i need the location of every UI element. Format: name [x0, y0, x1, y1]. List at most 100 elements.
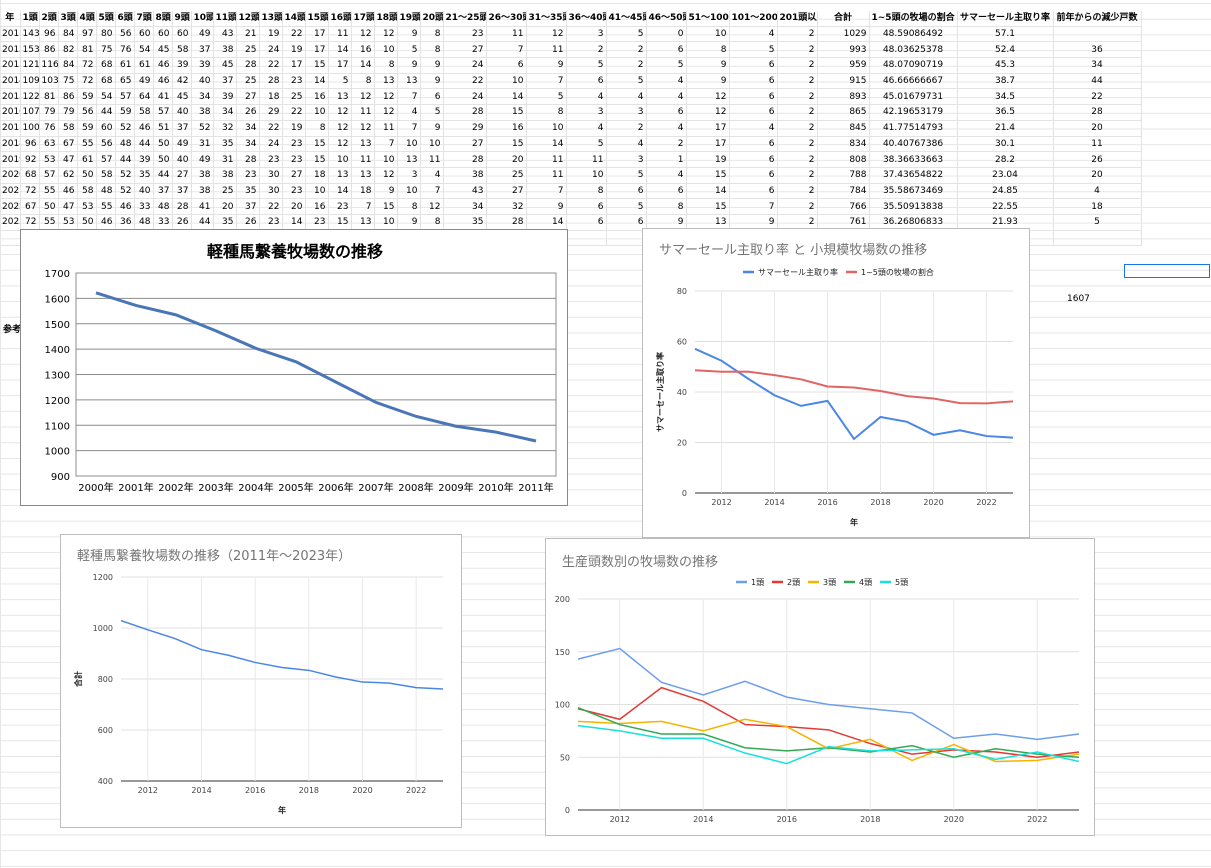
table-cell[interactable]: 67 — [58, 136, 78, 153]
table-cell[interactable]: 22 — [259, 120, 283, 137]
table-cell[interactable]: 55 — [96, 198, 116, 215]
table-cell[interactable]: 72 — [77, 73, 97, 90]
table-cell[interactable]: 2018 — [0, 136, 21, 153]
table-cell[interactable]: 57.1 — [957, 26, 1054, 43]
table-cell[interactable]: 2 — [777, 73, 818, 90]
table-header-cell[interactable]: 18頭 — [374, 11, 398, 27]
table-cell[interactable]: 24 — [259, 136, 283, 153]
table-cell[interactable]: 7 — [729, 198, 778, 215]
table-cell[interactable]: 20 — [1053, 120, 1142, 137]
table-cell[interactable]: 18 — [259, 88, 283, 106]
table-cell[interactable]: 11 — [566, 151, 607, 168]
table-cell[interactable]: 5 — [566, 136, 607, 153]
table-cell[interactable]: 784 — [817, 183, 870, 200]
table-cell[interactable]: 40 — [172, 104, 192, 121]
table-cell[interactable]: 37 — [153, 183, 173, 200]
chart-ranch-count-by-foals[interactable]: 生産頭数別の牧場数の推移 0 50 100 150 200 2012 2014 2016 2018… — [545, 538, 1095, 836]
table-cell[interactable]: 81 — [39, 88, 59, 106]
table-cell[interactable]: 22 — [259, 198, 283, 215]
table-cell[interactable]: 24 — [443, 57, 487, 74]
table-cell[interactable]: 10 — [305, 183, 329, 200]
table-cell[interactable]: 2023 — [0, 214, 21, 231]
table-cell[interactable]: 26 — [1053, 151, 1142, 168]
table-cell[interactable]: 48.03625378 — [869, 41, 958, 59]
table-cell[interactable]: 2 — [777, 26, 818, 43]
table-cell[interactable]: 14 — [526, 136, 567, 153]
table-cell[interactable]: 67 — [20, 198, 40, 215]
table-cell[interactable]: 52 — [115, 183, 135, 200]
table-cell[interactable]: 34 — [1053, 57, 1142, 74]
table-cell[interactable]: 16 — [305, 198, 329, 215]
table-cell[interactable]: 44 — [115, 151, 135, 168]
table-header-cell[interactable]: 17頭 — [351, 11, 375, 27]
table-cell[interactable]: 6 — [729, 104, 778, 121]
table-cell[interactable]: 5 — [420, 104, 444, 121]
table-cell[interactable]: 44 — [1053, 73, 1142, 90]
table-cell[interactable]: 44 — [191, 214, 214, 231]
table-cell[interactable]: 25 — [236, 73, 260, 90]
table-cell[interactable]: 10 — [374, 151, 398, 168]
table-header-cell[interactable]: 13頭 — [259, 11, 283, 27]
table-cell[interactable]: 3 — [397, 167, 421, 184]
table-cell[interactable]: 72 — [77, 57, 97, 74]
table-cell[interactable]: 79 — [58, 104, 78, 121]
table-cell[interactable]: 9 — [686, 73, 730, 90]
table-cell[interactable]: 13 — [351, 167, 375, 184]
table-cell[interactable]: 10 — [305, 104, 329, 121]
table-cell[interactable]: 25 — [282, 88, 306, 106]
table-cell[interactable]: 15 — [686, 198, 730, 215]
table-cell[interactable]: 12 — [686, 88, 730, 106]
table-cell[interactable]: 11 — [1053, 136, 1142, 153]
table-cell[interactable]: 15 — [305, 57, 329, 74]
table-cell[interactable]: 8 — [566, 183, 607, 200]
table-cell[interactable]: 2020 — [0, 167, 21, 184]
table-cell[interactable]: 808 — [817, 151, 870, 168]
table-cell[interactable]: 42 — [172, 73, 192, 90]
table-cell[interactable]: 5 — [606, 198, 647, 215]
table-header-cell[interactable]: 21～25頭 — [443, 11, 487, 27]
table-cell[interactable]: 11 — [526, 167, 567, 184]
table-cell[interactable]: 14 — [686, 183, 730, 200]
table-cell[interactable]: 2 — [566, 41, 607, 59]
table-cell[interactable]: 57 — [115, 88, 135, 106]
table-cell[interactable]: 44 — [134, 136, 154, 153]
table-cell[interactable]: 15 — [305, 136, 329, 153]
table-cell[interactable]: 8 — [646, 198, 687, 215]
table-cell[interactable]: 8 — [526, 104, 567, 121]
table-cell[interactable]: 38 — [191, 104, 214, 121]
table-cell[interactable]: 53 — [77, 198, 97, 215]
table-cell[interactable]: 16 — [305, 88, 329, 106]
table-cell[interactable]: 8 — [420, 26, 444, 43]
table-cell[interactable]: 39 — [172, 57, 192, 74]
table-cell[interactable]: 76 — [39, 120, 59, 137]
table-cell[interactable] — [1053, 230, 1142, 247]
table-cell[interactable]: 72 — [20, 183, 40, 200]
table-cell[interactable]: 4 — [646, 88, 687, 106]
table-cell[interactable]: 36.5 — [957, 104, 1054, 121]
table-cell[interactable]: 49 — [134, 73, 154, 90]
table-cell[interactable]: 46 — [134, 120, 154, 137]
table-header-cell[interactable]: サマーセール主取り率 — [957, 11, 1054, 27]
table-cell[interactable]: 22 — [259, 57, 283, 74]
table-cell[interactable]: 45 — [172, 88, 192, 106]
table-cell[interactable]: 21 — [236, 26, 260, 43]
table-cell[interactable]: 32 — [486, 198, 527, 215]
table-cell[interactable]: 10 — [526, 120, 567, 137]
table-header-cell[interactable]: 3頭 — [58, 11, 78, 27]
table-cell[interactable]: 80 — [96, 26, 116, 43]
table-cell[interactable]: 1 — [646, 151, 687, 168]
table-cell[interactable]: 60 — [96, 120, 116, 137]
table-cell[interactable]: 59 — [115, 104, 135, 121]
table-cell[interactable]: 2017 — [0, 120, 21, 137]
table-cell[interactable]: 8 — [420, 41, 444, 59]
chart-ranch-count-2000-2011[interactable]: 軽種馬繋養牧場数の推移 900 1000 1100 1200 1300 1400 1500 16… — [20, 229, 568, 506]
table-cell[interactable]: 24.85 — [957, 183, 1054, 200]
table-cell[interactable]: 4 — [606, 88, 647, 106]
table-cell[interactable]: 23 — [282, 73, 306, 90]
table-cell[interactable]: 41 — [191, 198, 214, 215]
table-cell[interactable]: 15 — [374, 198, 398, 215]
table-cell[interactable]: 60 — [134, 26, 154, 43]
table-cell[interactable]: 50 — [153, 136, 173, 153]
table-cell[interactable]: 50 — [77, 167, 97, 184]
table-cell[interactable]: 17 — [328, 57, 352, 74]
